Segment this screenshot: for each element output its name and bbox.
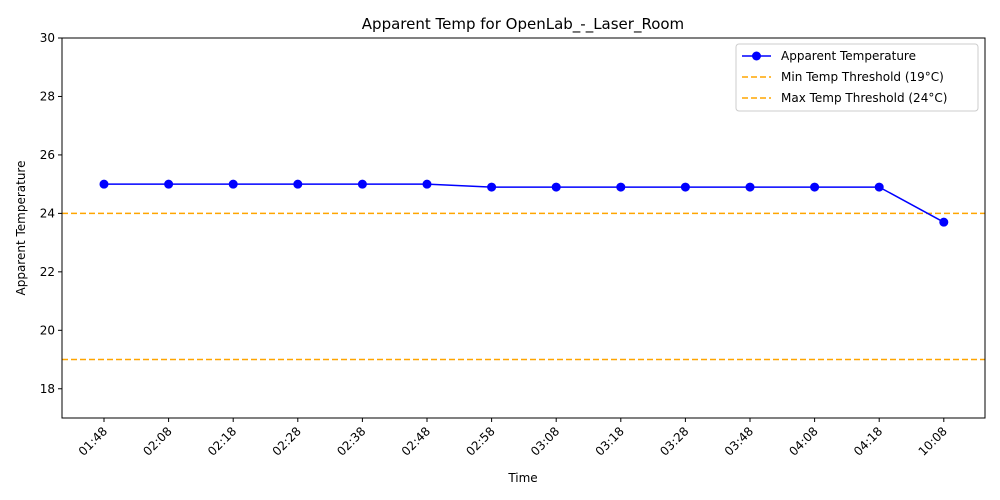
data-point [99,179,109,189]
data-point [616,182,626,192]
plot-frame [61,37,986,419]
data-point [164,179,174,189]
data-point [874,182,884,192]
x-tick-label: 04:18 [851,424,885,458]
data-point [487,182,497,192]
y-tick-label: 20 [40,323,55,337]
x-tick-label: 02:08 [140,424,174,458]
data-point [810,182,820,192]
legend: Apparent Temperature Min Temp Threshold (… [735,43,979,112]
x-axis-title: Time [507,471,537,485]
x-tick-label: 02:18 [205,424,239,458]
y-tick-label: 30 [40,31,55,45]
legend-label: Apparent Temperature [781,49,916,63]
data-point [745,182,755,192]
series-line [104,183,945,223]
legend-label: Max Temp Threshold (24°C) [781,91,947,105]
x-tick-label: 02:38 [334,424,368,458]
legend-marker [752,51,761,61]
x-axis: 01:48 02:08 02:18 02:28 02:38 02:48 02:58 03:08… [76,418,950,459]
x-tick-label: 02:58 [463,424,497,458]
y-tick-label: 18 [40,382,55,396]
x-tick-label: 10:08 [916,424,950,458]
data-point [228,179,238,189]
y-tick-label: 28 [40,89,55,103]
x-tick-label: 03:18 [593,424,627,458]
y-axis: 18 20 22 24 26 28 30 [40,31,62,396]
x-tick-label: 03:48 [722,424,756,458]
data-point [293,179,303,189]
data-point [357,179,367,189]
x-tick-label: 03:28 [657,424,691,458]
y-tick-label: 24 [40,206,55,220]
data-point [939,217,949,227]
x-tick-label: 02:28 [270,424,304,458]
y-tick-label: 22 [40,265,55,279]
data-point [422,179,432,189]
x-tick-label: 02:48 [399,424,433,458]
plot-area [62,179,985,361]
chart-title: Apparent Temp for OpenLab_-_Laser_Room [362,15,684,34]
x-tick-label: 04:08 [786,424,820,458]
y-axis-title: Apparent Temperature [14,161,28,296]
x-tick-label: 03:08 [528,424,562,458]
legend-label: Min Temp Threshold (19°C) [781,70,944,84]
legend-box [735,43,979,112]
data-point [680,182,690,192]
y-tick-label: 26 [40,148,55,162]
data-point [551,182,561,192]
x-tick-label: 01:48 [76,424,110,458]
